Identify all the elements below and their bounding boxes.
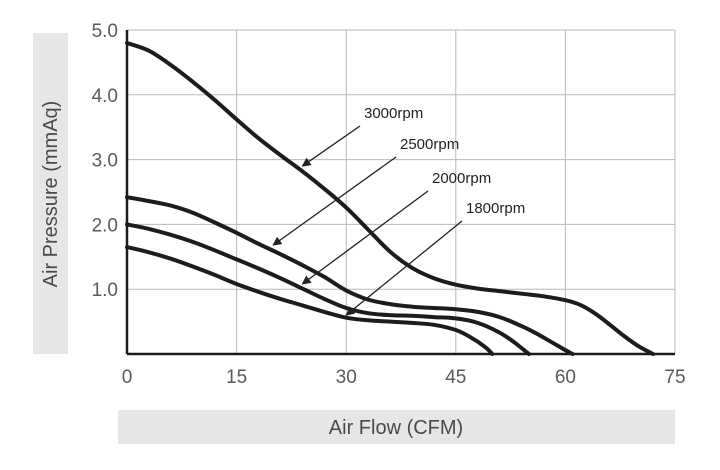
axes [125, 30, 675, 356]
series-2500rpm-line [125, 195, 575, 356]
series-3000rpm-label: 3000rpm [364, 105, 423, 122]
series-3000rpm-line [125, 41, 656, 356]
series-1800rpm-leader-arrow [345, 220, 463, 316]
x-axis-title-band [118, 410, 675, 444]
y-tick-label: 4.0 [92, 86, 118, 107]
series-1800rpm-label: 1800rpm [466, 200, 525, 217]
series-2000rpm-line [125, 222, 531, 356]
y-tick-label: 5.0 [92, 21, 118, 42]
series-2500rpm-label: 2500rpm [400, 136, 459, 153]
x-tick-label: 30 [336, 367, 357, 388]
x-axis-title: Air Flow (CFM) [329, 417, 463, 439]
series-1800rpm-line [125, 245, 495, 356]
x-tick-label: 0 [122, 367, 133, 388]
series-2000rpm-leader-arrow [301, 190, 429, 285]
y-tick-label: 2.0 [92, 215, 118, 236]
x-tick-label: 15 [226, 367, 247, 388]
y-tick-label: 3.0 [92, 151, 118, 172]
series-2500rpm-leader-arrow [272, 156, 397, 246]
y-axis-title-band [33, 33, 68, 354]
series-labels: 3000rpm 2500rpm 2000rpm 1800rpm [272, 105, 525, 316]
x-tick-label: 75 [664, 367, 685, 388]
tick-labels: 0 15 30 45 60 75 1.0 2.0 3.0 4.0 5.0 [92, 21, 686, 388]
series-2000rpm-label: 2000rpm [432, 170, 491, 187]
series-curves [125, 41, 656, 356]
x-tick-label: 60 [555, 367, 576, 388]
series-3000rpm-leader-arrow [301, 125, 361, 167]
y-axis-title: Air Pressure (mmAq) [40, 101, 62, 288]
x-tick-label: 45 [445, 367, 466, 388]
y-tick-label: 1.0 [92, 280, 118, 301]
